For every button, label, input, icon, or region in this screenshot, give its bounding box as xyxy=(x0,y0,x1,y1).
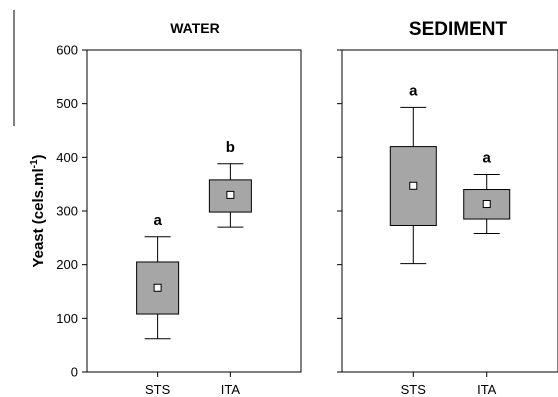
plot-frame xyxy=(86,49,302,373)
plot-frame xyxy=(341,49,558,373)
mean-marker xyxy=(153,283,162,292)
y-axis-label-close: ) xyxy=(30,154,47,159)
y-tick-label: 400 xyxy=(56,150,78,165)
significance-letter: b xyxy=(226,139,235,156)
box-sediment-sts: a xyxy=(389,82,437,265)
mean-marker xyxy=(482,200,491,209)
x-tick-label: ITA xyxy=(477,382,497,397)
x-tick-label: ITA xyxy=(221,382,241,397)
box-water-sts: a xyxy=(136,212,180,340)
y-axis-label: Yeast (cels.ml-1) xyxy=(29,154,47,267)
box-sediment-ita: a xyxy=(463,150,511,235)
y-axis-label-superscript: -1 xyxy=(29,159,40,168)
x-tick-label: STS xyxy=(145,382,171,397)
mean-marker xyxy=(409,181,418,190)
panel-water: 0 100 200 300 400 500 600 STS ITA a b xyxy=(56,43,302,397)
y-tick-label: 200 xyxy=(56,257,78,272)
box-water-ita: b xyxy=(208,139,252,228)
y-tick-label: 500 xyxy=(56,96,78,111)
mean-marker xyxy=(226,190,235,199)
significance-letter: a xyxy=(483,150,492,167)
x-tick-label: STS xyxy=(401,382,427,397)
y-tick-label: 300 xyxy=(56,204,78,219)
y-tick-label: 100 xyxy=(56,311,78,326)
panel-title-water: WATER xyxy=(170,20,220,36)
plot-panels: 0 100 200 300 400 500 600 STS ITA a b STS ITA a a xyxy=(56,43,558,397)
panel-title-sediment: SEDIMENT xyxy=(409,19,508,40)
significance-letter: a xyxy=(153,212,162,229)
panel-sediment: STS ITA a a xyxy=(337,49,558,397)
y-tick-label: 600 xyxy=(56,43,78,58)
significance-letter: a xyxy=(409,82,418,99)
y-tick-label: 0 xyxy=(71,365,78,380)
y-axis-label-main: Yeast (cels.ml xyxy=(30,168,47,267)
